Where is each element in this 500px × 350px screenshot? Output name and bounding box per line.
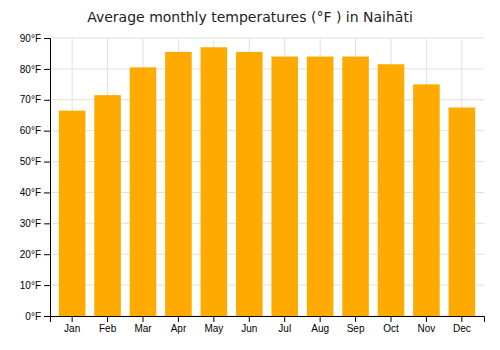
- x-tick: Oct: [383, 316, 399, 334]
- y-tick-label: 50°F: [20, 156, 41, 167]
- x-tick: Dec: [453, 316, 471, 334]
- x-tick-label: Mar: [134, 323, 152, 334]
- x-tick-mark: [107, 316, 108, 322]
- y-axis-line: [44, 39, 51, 317]
- y-tick-mark: [44, 38, 50, 39]
- x-tick: Sep: [347, 316, 365, 334]
- x-tick-label: Sep: [347, 323, 365, 334]
- x-tick: Feb: [99, 316, 117, 334]
- y-tick: 90°F: [20, 33, 50, 44]
- x-tick-mark: [178, 316, 179, 322]
- y-tick-mark: [44, 223, 50, 224]
- y-tick-mark: [44, 131, 50, 132]
- y-tick: 20°F: [20, 249, 50, 260]
- bar: [59, 111, 86, 316]
- y-tick-label: 80°F: [20, 64, 41, 75]
- y-tick-mark: [44, 69, 50, 70]
- bar: [413, 84, 440, 316]
- bar: [342, 57, 369, 316]
- x-axis-line: [51, 317, 485, 323]
- y-tick: 80°F: [20, 64, 50, 75]
- x-tick-label: May: [204, 323, 223, 334]
- y-tick-mark: [44, 254, 50, 255]
- x-tick: Jul: [278, 316, 291, 334]
- x-tick-label: Apr: [171, 323, 187, 334]
- y-tick-label: 30°F: [20, 218, 41, 229]
- x-tick-label: Aug: [311, 323, 329, 334]
- x-tick: Jan: [64, 316, 80, 334]
- y-tick-label: 10°F: [20, 280, 41, 291]
- x-axis: Jan Feb Mar Apr May Jun Jul Aug Sep Oct Nov Dec: [51, 316, 485, 334]
- x-tick: Nov: [418, 316, 436, 334]
- y-tick: 50°F: [20, 156, 50, 167]
- y-tick-label: 40°F: [20, 187, 41, 198]
- y-tick: 10°F: [20, 280, 50, 291]
- x-tick-mark: [391, 316, 392, 322]
- y-grid-line: [50, 68, 484, 69]
- x-tick-mark: [355, 316, 356, 322]
- x-tick-label: Oct: [383, 323, 399, 334]
- x-tick-label: Jul: [278, 323, 291, 334]
- x-tick: Mar: [134, 316, 152, 334]
- y-tick-mark: [44, 192, 50, 193]
- y-tick-label: 90°F: [20, 33, 41, 44]
- x-tick-mark: [320, 316, 321, 322]
- x-tick-mark: [249, 316, 250, 322]
- x-tick: Aug: [311, 316, 329, 334]
- bar: [201, 47, 228, 316]
- bar: [271, 57, 298, 316]
- x-tick-label: Jan: [64, 323, 80, 334]
- chart-title: Average monthly temperatures (°F ) in Na…: [87, 9, 413, 25]
- y-tick-mark: [44, 316, 50, 317]
- grid: [50, 38, 484, 316]
- y-tick-mark: [44, 285, 50, 286]
- y-grid-line: [50, 38, 484, 39]
- y-tick-mark: [44, 162, 50, 163]
- y-tick-label: 0°F: [25, 311, 41, 322]
- y-tick: 40°F: [20, 187, 50, 198]
- bar: [130, 67, 157, 316]
- y-tick: 0°F: [25, 311, 50, 322]
- x-tick-mark: [284, 316, 285, 322]
- x-tick: May: [204, 316, 223, 334]
- x-tick-mark: [143, 316, 144, 322]
- bar: [236, 52, 263, 316]
- y-tick-label: 20°F: [20, 249, 41, 260]
- y-tick-label: 60°F: [20, 125, 41, 136]
- bar: [449, 108, 476, 317]
- chart-svg: Average monthly temperatures (°F ) in Na…: [0, 0, 500, 350]
- x-tick-mark: [72, 316, 73, 322]
- x-tick: Jun: [241, 316, 257, 334]
- y-tick: 30°F: [20, 218, 50, 229]
- y-axis: 0°F 10°F 20°F 30°F 40°F 50°F 60°F 70°F 80°F 90°F: [20, 33, 51, 322]
- y-tick: 60°F: [20, 125, 50, 136]
- x-tick-mark: [461, 316, 462, 322]
- bars: [59, 47, 475, 316]
- x-tick-mark: [213, 316, 214, 322]
- x-tick: Apr: [171, 316, 187, 334]
- bar: [94, 95, 121, 316]
- x-tick-mark: [426, 316, 427, 322]
- y-tick-label: 70°F: [20, 94, 41, 105]
- y-tick: 70°F: [20, 94, 50, 105]
- bar: [307, 57, 334, 316]
- y-tick-mark: [44, 100, 50, 101]
- x-tick-label: Nov: [418, 323, 436, 334]
- x-tick-label: Feb: [99, 323, 117, 334]
- bar: [165, 52, 192, 316]
- x-tick-label: Jun: [241, 323, 257, 334]
- plot-area: 0°F 10°F 20°F 30°F 40°F 50°F 60°F 70°F 80°F 90°F J…: [20, 33, 485, 334]
- chart-container: Average monthly temperatures (°F ) in Na…: [0, 0, 500, 350]
- bar: [378, 64, 405, 316]
- x-tick-label: Dec: [453, 323, 471, 334]
